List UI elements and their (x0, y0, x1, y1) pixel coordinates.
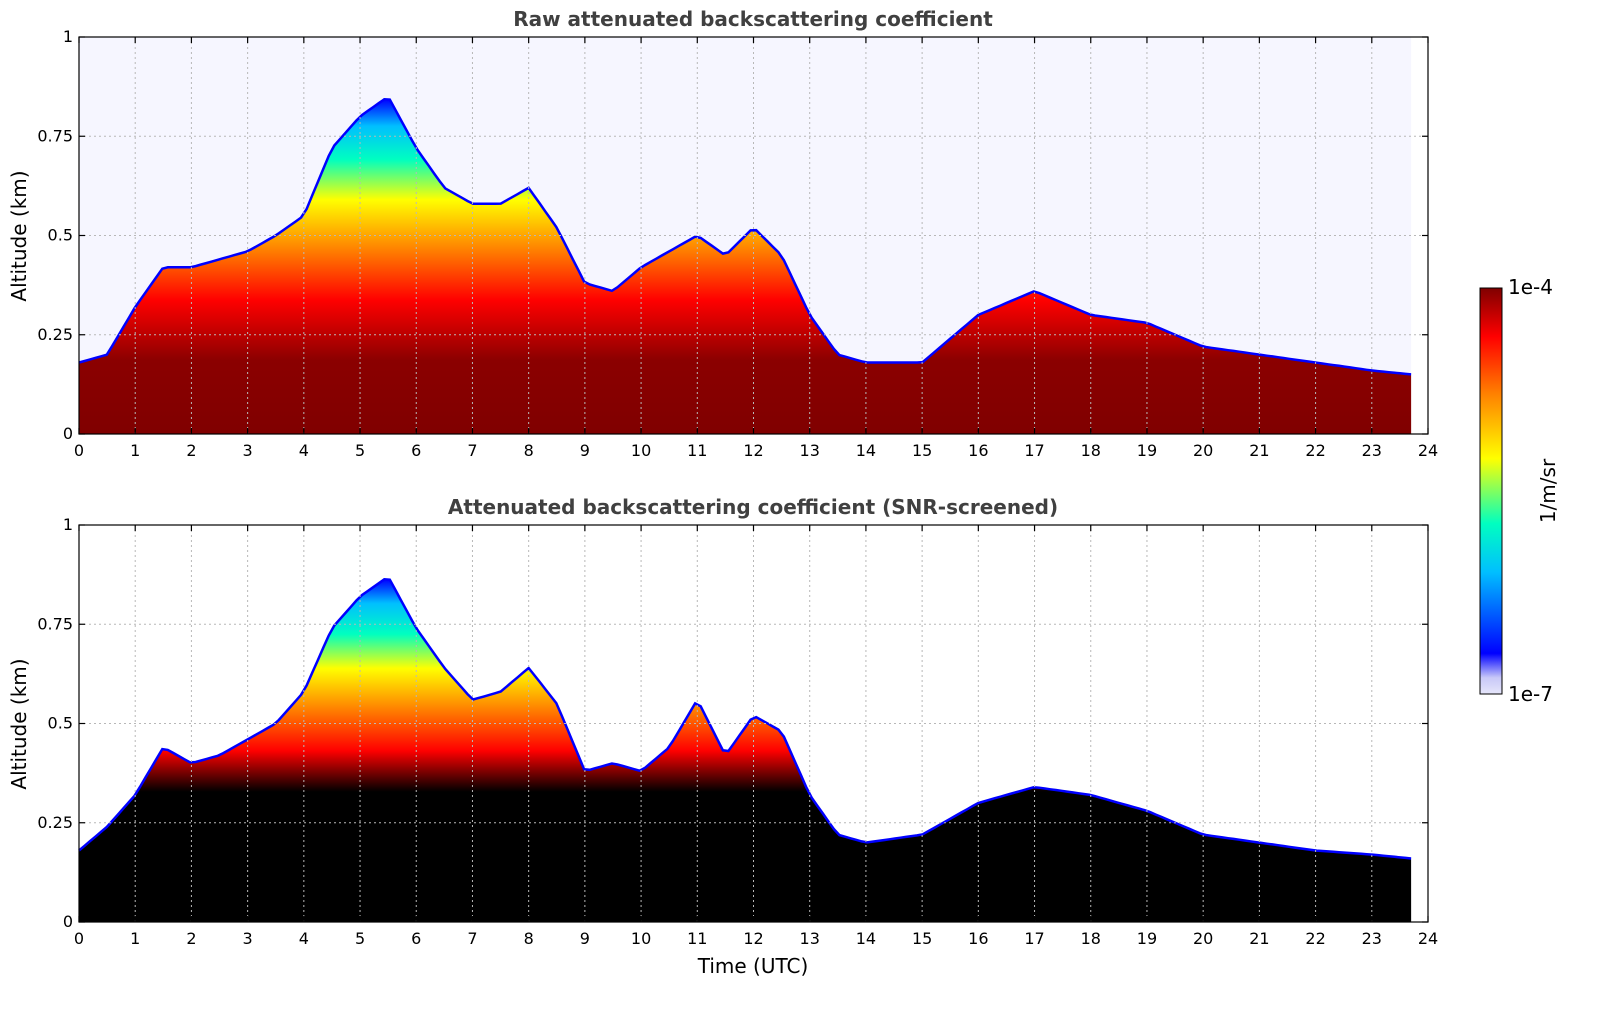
x-tick-label: 4 (299, 441, 309, 460)
axis-ticks-raw: 0 1 2 3 4 5 6 7 8 9 10 11 12 13 14 15 16 17 18 19 20 21 22 23 24… (37, 27, 1438, 460)
axis-ticks-snr: 0 1 2 3 4 5 6 7 8 9 10 11 12 13 14 15 16 17 18 19 20 21 22 23 24… (37, 515, 1438, 948)
x-tick-label: 0 (74, 441, 84, 460)
x-tick-label: 20 (1193, 441, 1213, 460)
y-tick-label: 1 (63, 27, 73, 46)
x-tick-label: 7 (467, 929, 477, 948)
y-tick-label: 0.75 (37, 126, 73, 145)
x-tick-label: 11 (687, 929, 707, 948)
y-tick-label: 0.25 (37, 325, 73, 344)
y-tick-label: 0.5 (48, 714, 73, 733)
x-tick-label: 9 (580, 929, 590, 948)
y-tick-label: 0 (63, 424, 73, 443)
y-tick-label: 0 (63, 912, 73, 931)
x-tick-label: 22 (1305, 441, 1325, 460)
y-axis-label: Altitude (km) (7, 658, 31, 789)
x-tick-label: 17 (1024, 441, 1044, 460)
x-tick-label: 19 (1137, 441, 1157, 460)
x-tick-label: 2 (186, 929, 196, 948)
colorbar-title: 1/m/sr (1536, 458, 1560, 523)
x-tick-label: 16 (968, 929, 988, 948)
colorbar-gradient (1479, 287, 1503, 695)
x-tick-label: 15 (912, 929, 932, 948)
x-tick-label: 6 (411, 441, 421, 460)
x-tick-label: 9 (580, 441, 590, 460)
x-tick-label: 8 (524, 441, 534, 460)
colorbar-max-label: 1e-4 (1508, 275, 1553, 299)
x-tick-label: 17 (1024, 929, 1044, 948)
x-tick-label: 15 (912, 441, 932, 460)
x-tick-label: 21 (1249, 929, 1269, 948)
x-tick-label: 12 (743, 441, 763, 460)
y-tick-label: 1 (63, 515, 73, 534)
x-tick-label: 11 (687, 441, 707, 460)
panel-raw: Raw attenuated backscattering coefficien… (7, 7, 1438, 460)
y-tick-label: 0.75 (37, 614, 73, 633)
backscatter-layer (79, 99, 1412, 435)
x-tick-label: 1 (130, 441, 140, 460)
x-tick-label: 10 (631, 441, 651, 460)
x-tick-label: 18 (1081, 441, 1101, 460)
x-tick-label: 24 (1418, 441, 1438, 460)
x-tick-label: 10 (631, 929, 651, 948)
x-tick-label: 2 (186, 441, 196, 460)
x-tick-label: 14 (856, 929, 876, 948)
x-tick-label: 18 (1081, 929, 1101, 948)
x-tick-label: 24 (1418, 929, 1438, 948)
x-tick-label: 7 (467, 441, 477, 460)
layer-top-edge (78, 578, 1412, 860)
y-tick-label: 0.25 (37, 813, 73, 832)
x-tick-label: 16 (968, 441, 988, 460)
heatmap-snr (78, 578, 1412, 922)
x-tick-label: 0 (74, 929, 84, 948)
x-tick-label: 3 (243, 929, 253, 948)
x-tick-label: 1 (130, 929, 140, 948)
grid-raw (79, 37, 1428, 434)
x-tick-label: 13 (800, 929, 820, 948)
x-tick-label: 5 (355, 441, 365, 460)
x-tick-label: 12 (743, 929, 763, 948)
x-tick-label: 14 (856, 441, 876, 460)
x-tick-label: 23 (1362, 929, 1382, 948)
backscatter-layer (79, 579, 1412, 922)
grid-snr (79, 525, 1428, 922)
panel-snr: Attenuated backscattering coefficient (S… (7, 495, 1438, 978)
chart-title: Attenuated backscattering coefficient (S… (448, 495, 1058, 519)
x-tick-label: 4 (299, 929, 309, 948)
y-axis-label: Altitude (km) (7, 170, 31, 301)
y-tick-label: 0.5 (48, 226, 73, 245)
colorbar-min-label: 1e-7 (1508, 682, 1553, 706)
x-tick-label: 13 (800, 441, 820, 460)
chart-title: Raw attenuated backscattering coefficien… (513, 7, 993, 31)
x-tick-label: 3 (243, 441, 253, 460)
x-tick-label: 21 (1249, 441, 1269, 460)
x-tick-label: 5 (355, 929, 365, 948)
colorbar: 1e-4 1e-7 1/m/sr (1479, 275, 1560, 706)
x-tick-label: 23 (1362, 441, 1382, 460)
x-tick-label: 22 (1305, 929, 1325, 948)
x-tick-label: 6 (411, 929, 421, 948)
x-axis-label: Time (UTC) (697, 954, 809, 978)
x-tick-label: 8 (524, 929, 534, 948)
x-tick-label: 20 (1193, 929, 1213, 948)
x-tick-label: 19 (1137, 929, 1157, 948)
